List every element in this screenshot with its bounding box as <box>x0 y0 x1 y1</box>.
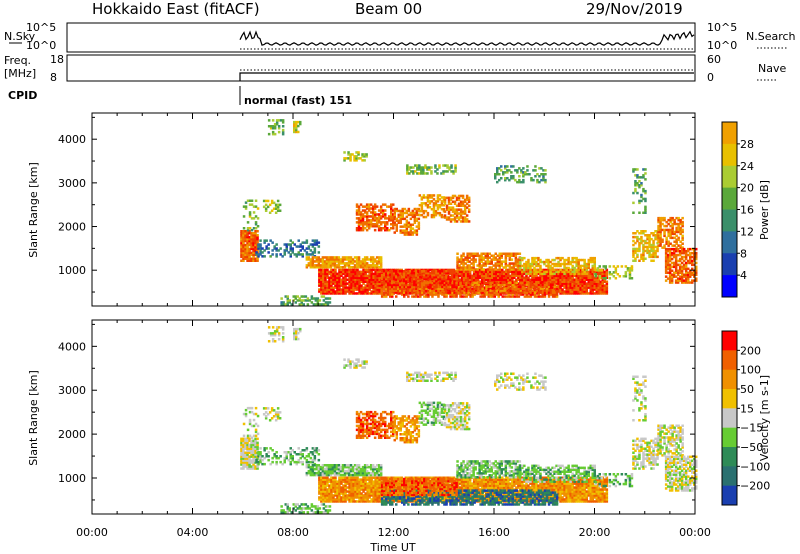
power-heatmap <box>240 119 698 306</box>
cpid-program: normal (fast) 151 <box>244 94 352 107</box>
colorbar-swatch <box>722 253 737 276</box>
colorbar-tick-label: 20 <box>740 182 754 195</box>
power-colorbar: 4 8 12 16 20 24 28 <box>721 121 754 298</box>
colorbar-tick-label: 200 <box>740 344 761 357</box>
colorbar-swatch <box>722 427 737 448</box>
colorbar-swatch <box>722 485 737 506</box>
noise-traces <box>239 30 695 50</box>
xtick-label: 04:00 <box>177 526 209 539</box>
colorbar-swatch <box>722 275 737 298</box>
date-title: 29/Nov/2019 <box>586 0 683 18</box>
colorbar-tick-label: −100 <box>740 460 770 473</box>
freq-tick-top: 18 <box>50 53 64 66</box>
ytick-label: 4000 <box>58 133 86 146</box>
noise-search-label: N.Search <box>746 30 796 43</box>
beam-title: Beam 00 <box>355 0 422 18</box>
colorbar-tick-label: 8 <box>740 247 747 260</box>
noise-left-tick-top: 10^5 <box>26 21 56 34</box>
ytick-label: 2000 <box>58 428 86 441</box>
ytick-label: 1000 <box>58 264 86 277</box>
xtick-label: 08:00 <box>277 526 309 539</box>
colorbar-swatch <box>722 231 737 254</box>
ytick-label: 3000 <box>58 177 86 190</box>
noise-sky-label: N.Sky <box>4 30 36 43</box>
colorbar-tick-label: −15 <box>740 422 763 435</box>
freq-unit-label: [MHz] <box>4 67 36 80</box>
freq-panel: Freq. [MHz] 18 8 60 0 Nave <box>4 53 786 84</box>
power-colorbar-label: Power [dB] <box>758 180 771 240</box>
velocity-heatmap <box>240 326 698 514</box>
nave-tick-bottom: 0 <box>707 71 714 84</box>
colorbar-tick-label: 100 <box>740 364 761 377</box>
colorbar-tick-label: 50 <box>740 383 754 396</box>
colorbar-tick-label: 4 <box>740 269 747 282</box>
station-title: Hokkaido East (fitACF) <box>92 0 260 18</box>
noise-panel: N.Sky 10^5 10^0 10^5 10^0 N.Search <box>4 21 796 53</box>
velocity-panel: 1000 2000 3000 4000 00:00 04:00 08:00 12:00 16:0… <box>27 319 771 554</box>
freq-tick-bottom: 8 <box>50 71 57 84</box>
noise-right-tick-top: 10^5 <box>707 21 737 34</box>
noise-right-tick-bottom: 10^0 <box>707 39 737 52</box>
noise-left-tick-bottom: 10^0 <box>26 39 56 52</box>
colorbar-tick-label: −50 <box>740 441 763 454</box>
colorbar-swatch <box>722 447 737 467</box>
colorbar-swatch <box>722 331 737 351</box>
ytick-label: 1000 <box>58 472 86 485</box>
colorbar-swatch <box>722 122 737 145</box>
ytick-label: 2000 <box>58 221 86 234</box>
colorbar-swatch <box>722 187 737 210</box>
colorbar-swatch <box>722 209 737 232</box>
power-ylabel: Slant Range [km] <box>27 162 40 258</box>
colorbar-swatch <box>722 408 737 429</box>
xtick-label: 12:00 <box>378 526 410 539</box>
colorbar-tick-label: 12 <box>740 225 754 238</box>
freq-traces <box>239 69 694 81</box>
colorbar-swatch <box>722 143 737 167</box>
xtick-label: 20:00 <box>579 526 611 539</box>
nave-tick-top: 60 <box>707 53 721 66</box>
colorbar-tick-label: 15 <box>740 402 754 415</box>
power-panel: 1000 2000 3000 4000 Slant Range [km] 4 8 12 16… <box>27 112 771 307</box>
colorbar-tick-label: 28 <box>740 138 754 151</box>
xlabel: Time UT <box>369 541 415 554</box>
velocity-colorbar-label: Velocity [m s-1] <box>758 375 771 461</box>
colorbar-swatch <box>722 389 737 409</box>
velocity-ylabel: Slant Range [km] <box>27 370 40 466</box>
colorbar-tick-label: 16 <box>740 204 754 217</box>
xtick-label: 00:00 <box>76 526 108 539</box>
nave-label: Nave <box>758 62 786 75</box>
xtick-label: 00:00 <box>679 526 711 539</box>
freq-label: Freq. <box>4 54 31 67</box>
colorbar-swatch <box>722 165 737 189</box>
xtick-label: 16:00 <box>478 526 510 539</box>
ytick-label: 4000 <box>58 340 86 353</box>
colorbar-swatch <box>722 466 737 487</box>
colorbar-swatch <box>722 369 737 390</box>
velocity-colorbar: 200 100 50 15 −15 −50 −100 −200 <box>721 330 770 506</box>
colorbar-tick-label: 24 <box>740 160 754 173</box>
ytick-label: 3000 <box>58 384 86 397</box>
colorbar-tick-label: −200 <box>740 480 770 493</box>
cpid-label: CPID <box>8 89 37 102</box>
colorbar-swatch <box>722 350 737 371</box>
